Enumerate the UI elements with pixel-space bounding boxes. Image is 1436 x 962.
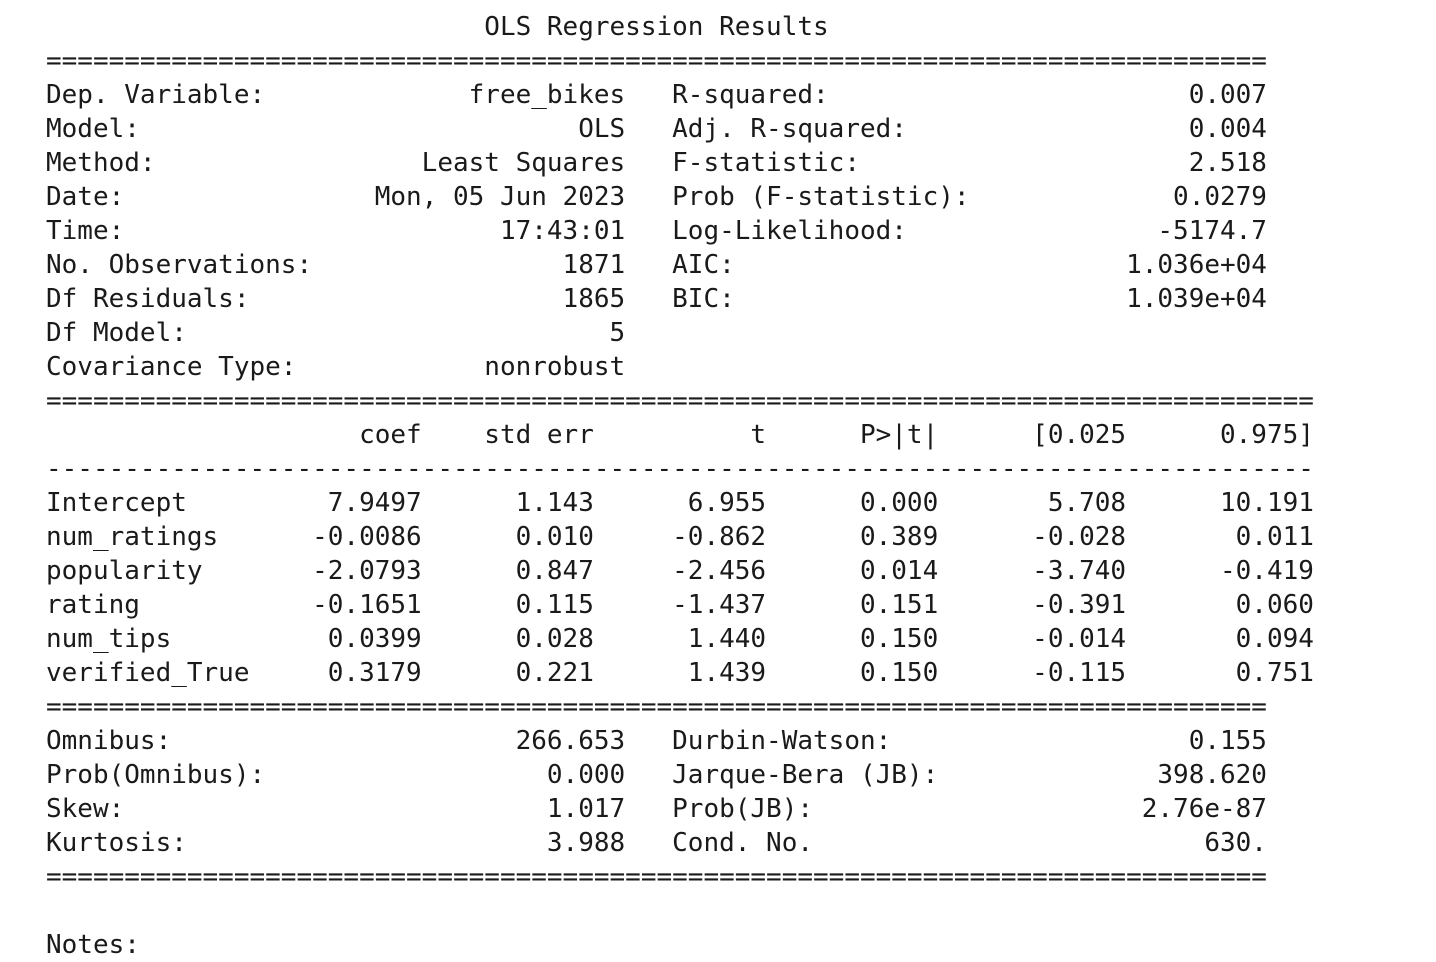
summary-row: Dep. Variable: free_bikes R-squared: 0.0… <box>46 80 1267 110</box>
coef-table-row: rating -0.1651 0.115 -1.437 0.151 -0.391… <box>46 590 1314 620</box>
diagnostics-row: Omnibus: 266.653 Durbin-Watson: 0.155 <box>46 726 1267 756</box>
blank-line <box>46 894 1314 928</box>
coef-table-row: verified_True 0.3179 0.221 1.439 0.150 -… <box>46 658 1314 688</box>
summary-row: Covariance Type: nonrobust <box>46 352 626 382</box>
notes-label: Notes: <box>46 930 140 960</box>
summary-row: No. Observations: 1871 AIC: 1.036e+04 <box>46 250 1267 280</box>
coef-table-row: num_tips 0.0399 0.028 1.440 0.150 -0.014… <box>46 624 1314 654</box>
report-title: OLS Regression Results <box>46 12 829 42</box>
summary-row: Date: Mon, 05 Jun 2023 Prob (F-statistic… <box>46 182 1267 212</box>
single-rule: ----------------------------------------… <box>46 454 1314 484</box>
summary-row: Df Model: 5 <box>46 318 626 348</box>
summary-row: Method: Least Squares F-statistic: 2.518 <box>46 148 1267 178</box>
double-rule: ========================================… <box>46 862 1267 892</box>
ols-regression-report: OLS Regression Results ==================… <box>46 10 1314 962</box>
summary-row: Model: OLS Adj. R-squared: 0.004 <box>46 114 1267 144</box>
summary-row: Df Residuals: 1865 BIC: 1.039e+04 <box>46 284 1267 314</box>
summary-row: Time: 17:43:01 Log-Likelihood: -5174.7 <box>46 216 1267 246</box>
coef-table-header: coef std err t P>|t| [0.025 0.975] <box>46 420 1314 450</box>
diagnostics-row: Skew: 1.017 Prob(JB): 2.76e-87 <box>46 794 1267 824</box>
diagnostics-row: Kurtosis: 3.988 Cond. No. 630. <box>46 828 1267 858</box>
double-rule: ========================================… <box>46 46 1267 76</box>
diagnostics-row: Prob(Omnibus): 0.000 Jarque-Bera (JB): 3… <box>46 760 1267 790</box>
double-rule: ========================================… <box>46 692 1267 722</box>
double-rule: ========================================… <box>46 386 1314 416</box>
coef-table-row: popularity -2.0793 0.847 -2.456 0.014 -3… <box>46 556 1314 586</box>
coef-table-row: Intercept 7.9497 1.143 6.955 0.000 5.708… <box>46 488 1314 518</box>
coef-table-row: num_ratings -0.0086 0.010 -0.862 0.389 -… <box>46 522 1314 552</box>
